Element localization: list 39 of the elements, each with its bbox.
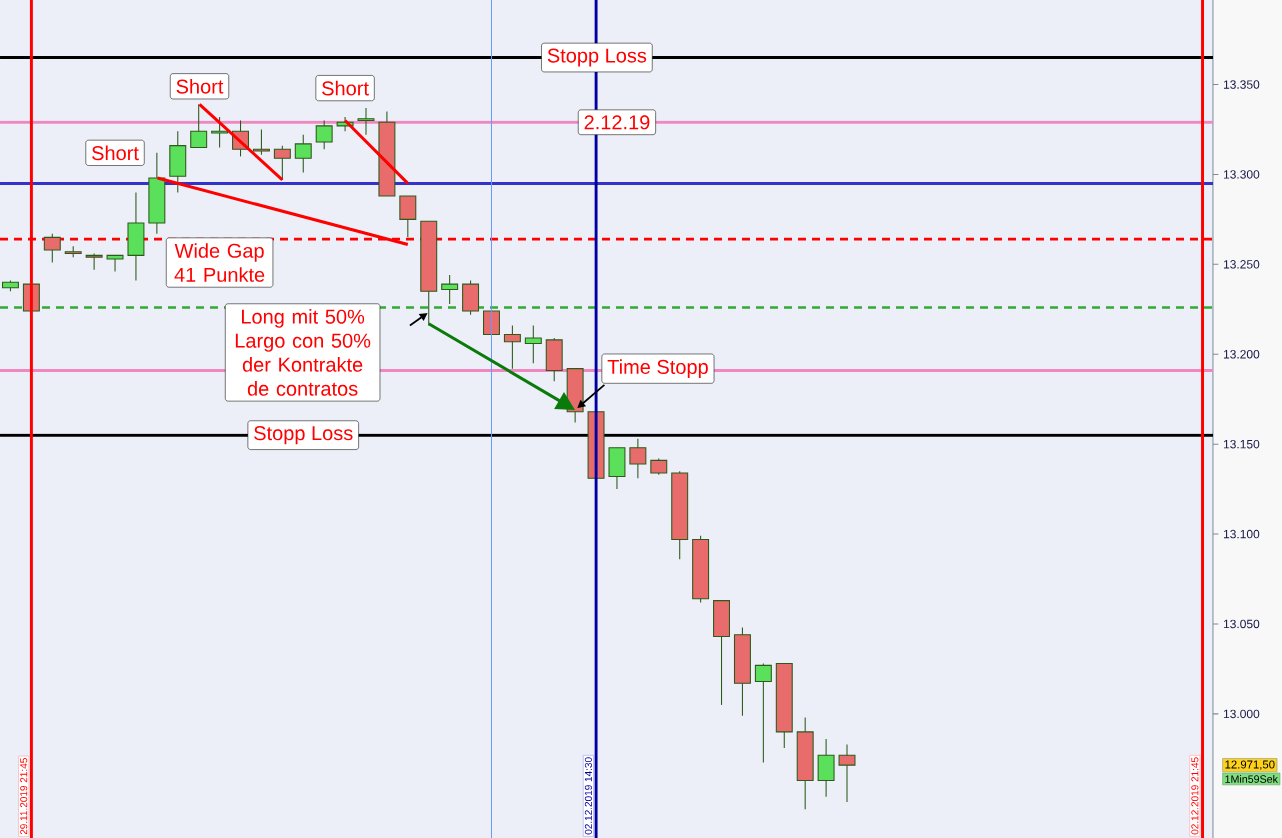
y-tick-label: 13.150 (1223, 439, 1260, 449)
annotation: Short (176, 78, 224, 94)
annotation: 29.11.2019 21:45 (20, 758, 28, 835)
candlestick (294, 134, 312, 174)
text: 1Min59Sek (1225, 775, 1278, 783)
candlestick (399, 195, 417, 238)
candlestick (85, 253, 103, 271)
candlestick (211, 116, 229, 148)
candlestick (503, 324, 521, 370)
candlestick (629, 438, 647, 479)
y-tick-label: 13.250 (1223, 260, 1260, 269)
candlestick (441, 274, 459, 305)
y-tick-label: 13.050 (1223, 619, 1260, 629)
candlestick (357, 107, 375, 136)
y-tick-label: 13.200 (1223, 349, 1260, 359)
candlestick (838, 743, 856, 803)
annotation: 02.12.2019 21:45 (1191, 757, 1199, 835)
annotation: Time Stopp (607, 359, 708, 378)
y-tick-label: 13.100 (1223, 529, 1260, 539)
candlestick (524, 324, 542, 364)
text: 12.971,50 (1225, 760, 1275, 770)
y-tick-label: 13.300 (1223, 170, 1260, 179)
ref-line-label: Stopp Loss (254, 426, 353, 445)
candlestick (190, 103, 208, 148)
annotation: 02.12.2019 14:30 (584, 757, 592, 835)
annotation: Short (322, 80, 369, 96)
annotation: Wide Gap 41 Punkte (174, 243, 265, 282)
ref-line-label: Stopp Loss (547, 48, 647, 67)
annotation: Short (92, 145, 139, 161)
annotation: Long mit 50% Largo con 50% der Kontrakte de contratos (235, 309, 371, 396)
candlestick (754, 663, 772, 763)
y-tick-label: 13.000 (1223, 709, 1260, 719)
candlestick (273, 145, 291, 181)
y-tick-label: 13.350 (1223, 80, 1260, 89)
candlestick (252, 128, 270, 156)
candlestick (315, 119, 333, 150)
annotation: 2.12.19 (584, 115, 650, 130)
candlestick (43, 233, 61, 264)
candlestick (106, 254, 124, 273)
